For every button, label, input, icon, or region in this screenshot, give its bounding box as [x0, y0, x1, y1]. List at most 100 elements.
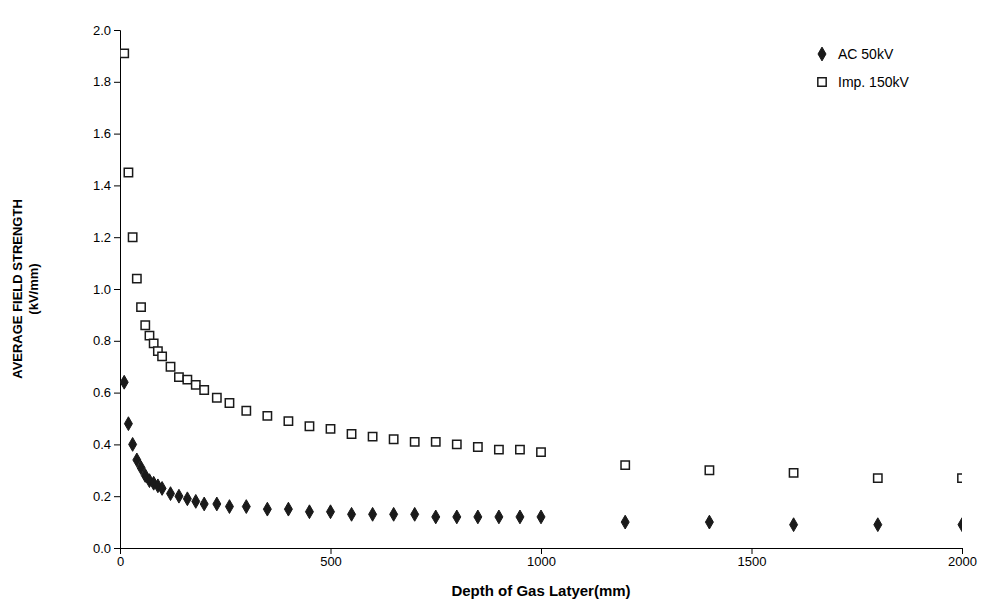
point — [474, 443, 482, 451]
y-tick-mark — [114, 444, 120, 445]
point — [141, 321, 149, 329]
y-tick-mark — [114, 237, 120, 238]
legend-label: AC 50kV — [838, 46, 894, 62]
point — [390, 507, 398, 521]
x-axis-line — [121, 549, 963, 555]
y-tick-mark — [114, 289, 120, 290]
y-tick: 1.0 — [93, 282, 120, 297]
point — [326, 425, 334, 433]
point — [158, 352, 166, 360]
point — [453, 510, 461, 524]
y-tick: 0.2 — [93, 489, 120, 504]
y-tick-mark — [114, 134, 120, 135]
legend-item: Imp. 150kV — [818, 74, 910, 90]
point — [120, 49, 128, 57]
point — [705, 466, 713, 474]
point — [183, 375, 191, 383]
point — [120, 375, 128, 389]
x-tick-label: 1000 — [527, 554, 556, 569]
point — [225, 399, 233, 407]
x-axis: 0 500 1000 1500 2000 — [117, 548, 977, 569]
x-tick-mark — [752, 548, 753, 554]
point — [516, 445, 524, 453]
point — [432, 438, 440, 446]
point — [200, 497, 208, 511]
y-tick-mark — [114, 185, 120, 186]
point — [474, 510, 482, 524]
x-tick: 1500 — [738, 548, 767, 569]
point — [284, 502, 292, 516]
point — [789, 469, 797, 477]
y-tick: 1.6 — [93, 126, 120, 141]
y-tick: 1.2 — [93, 230, 120, 245]
y-tick-label: 0.2 — [93, 489, 111, 504]
x-tick: 0 — [117, 548, 124, 569]
point — [225, 500, 233, 514]
point — [175, 489, 183, 503]
x-tick: 1000 — [527, 548, 556, 569]
point — [347, 430, 355, 438]
legend-symbol — [818, 78, 826, 86]
marks — [120, 49, 962, 531]
point — [129, 437, 137, 451]
point — [705, 515, 713, 529]
point — [183, 492, 191, 506]
point — [124, 417, 132, 431]
y-tick-mark — [114, 496, 120, 497]
series — [120, 375, 962, 531]
x-tick-label: 1500 — [738, 554, 767, 569]
x-tick: 2000 — [948, 548, 977, 569]
y-axis-line — [114, 31, 121, 549]
point — [242, 407, 250, 415]
point — [537, 510, 545, 524]
point — [621, 461, 629, 469]
point — [958, 518, 962, 532]
point — [495, 445, 503, 453]
y-tick-mark — [114, 82, 120, 83]
point — [263, 502, 271, 516]
point — [263, 412, 271, 420]
point — [137, 303, 145, 311]
legend-symbol — [818, 47, 826, 61]
series — [120, 49, 962, 482]
point — [411, 438, 419, 446]
y-tick: 0.6 — [93, 385, 120, 400]
y-tick: 0.4 — [93, 437, 120, 452]
point — [348, 507, 356, 521]
y-axis-title: AVERAGE FIELD STRENGTH(kV/mm) — [10, 199, 41, 379]
x-tick-label: 500 — [320, 554, 342, 569]
chart: 0 500 1000 1500 2000 0.0 0.2 0.4 0.6 0.8 1.0 1.2 1.4… — [0, 0, 1002, 612]
y-tick-label: 1.8 — [93, 74, 111, 89]
y-tick-label: 1.4 — [93, 178, 111, 193]
point — [874, 474, 882, 482]
legend: AC 50kV Imp. 150kV — [818, 46, 910, 90]
point — [200, 386, 208, 394]
point — [133, 274, 141, 282]
point — [192, 381, 200, 389]
point — [516, 510, 524, 524]
point — [167, 487, 175, 501]
y-tick-label: 2.0 — [93, 23, 111, 38]
point — [213, 394, 221, 402]
y-tick: 0.8 — [93, 333, 120, 348]
y-tick-label: 0.6 — [93, 385, 111, 400]
y-tick-label: 0.8 — [93, 333, 111, 348]
x-tick-mark — [331, 548, 332, 554]
x-axis-title: Depth of Gas Latyer(mm) — [451, 582, 630, 599]
x-tick-mark — [962, 548, 963, 554]
point — [453, 440, 461, 448]
point — [327, 505, 335, 519]
point — [124, 168, 132, 176]
y-tick-label: 1.2 — [93, 230, 111, 245]
plot: 0 500 1000 1500 2000 0.0 0.2 0.4 0.6 0.8 1.0 1.2 1.4… — [93, 23, 977, 570]
point — [305, 422, 313, 430]
point — [166, 363, 174, 371]
y-tick-mark — [114, 30, 120, 31]
point — [242, 500, 250, 514]
y-tick-label: 1.6 — [93, 126, 111, 141]
x-tick-label: 0 — [117, 554, 124, 569]
y-tick: 0.0 — [93, 541, 120, 556]
point — [305, 505, 313, 519]
point — [368, 432, 376, 440]
point — [537, 448, 545, 456]
